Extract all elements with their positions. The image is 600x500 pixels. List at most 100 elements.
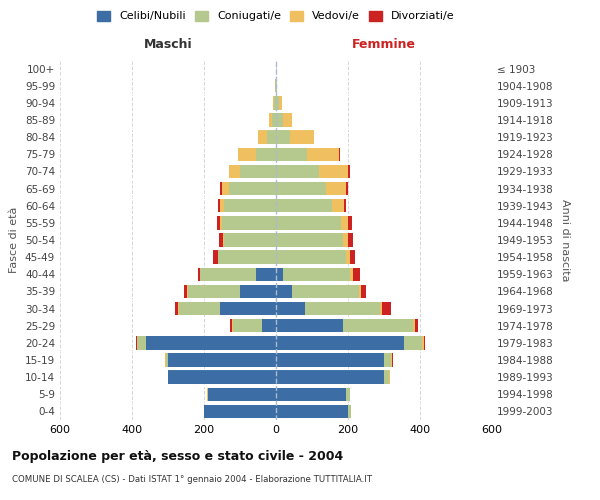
Bar — [222, 182, 229, 196]
Bar — [424, 336, 425, 349]
Bar — [220, 199, 224, 212]
Bar — [269, 114, 272, 126]
Bar — [359, 284, 361, 298]
Bar — [422, 336, 424, 349]
Bar — [229, 182, 276, 196]
Bar — [230, 319, 232, 332]
Bar — [146, 336, 276, 349]
Bar — [292, 284, 359, 298]
Bar — [413, 319, 415, 332]
Text: Femmine: Femmine — [352, 38, 416, 51]
Text: COMUNE DI SCALEA (CS) - Dati ISTAT 1° gennaio 2004 - Elaborazione TUTTITALIA.IT: COMUNE DI SCALEA (CS) - Dati ISTAT 1° ge… — [12, 475, 372, 484]
Bar — [229, 164, 240, 178]
Bar — [275, 79, 276, 92]
Bar — [276, 388, 346, 401]
Bar — [187, 284, 188, 298]
Bar — [283, 114, 292, 126]
Bar — [348, 216, 352, 230]
Bar — [276, 164, 319, 178]
Bar — [279, 96, 282, 110]
Bar — [392, 354, 394, 366]
Bar — [256, 148, 276, 161]
Bar — [276, 370, 384, 384]
Bar — [218, 250, 276, 264]
Bar — [168, 354, 276, 366]
Bar — [348, 404, 351, 418]
Bar — [276, 268, 283, 281]
Legend: Celibi/Nubili, Coniugati/e, Vedovi/e, Divorziati/e: Celibi/Nubili, Coniugati/e, Vedovi/e, Di… — [97, 10, 455, 22]
Y-axis label: Anni di nascita: Anni di nascita — [560, 198, 570, 281]
Bar — [272, 114, 276, 126]
Bar — [344, 199, 346, 212]
Bar — [238, 148, 256, 161]
Bar — [276, 216, 341, 230]
Bar — [188, 284, 240, 298]
Bar — [233, 319, 262, 332]
Bar — [220, 216, 222, 230]
Bar — [339, 148, 340, 161]
Bar — [283, 268, 350, 281]
Bar — [404, 336, 422, 349]
Bar — [258, 130, 267, 144]
Bar — [168, 370, 276, 384]
Bar — [200, 268, 256, 281]
Bar — [256, 268, 276, 281]
Bar — [380, 302, 382, 316]
Bar — [415, 319, 418, 332]
Bar — [224, 199, 276, 212]
Text: Maschi: Maschi — [143, 38, 193, 51]
Bar — [276, 336, 404, 349]
Y-axis label: Fasce di età: Fasce di età — [10, 207, 19, 273]
Bar — [350, 268, 353, 281]
Bar — [274, 96, 276, 110]
Bar — [382, 302, 391, 316]
Bar — [276, 234, 343, 246]
Bar — [346, 388, 350, 401]
Bar — [319, 164, 348, 178]
Bar — [276, 284, 292, 298]
Bar — [276, 96, 279, 110]
Bar — [305, 302, 380, 316]
Bar — [232, 319, 233, 332]
Bar — [214, 250, 218, 264]
Text: Popolazione per età, sesso e stato civile - 2004: Popolazione per età, sesso e stato civil… — [12, 450, 343, 463]
Bar — [224, 234, 276, 246]
Bar — [276, 148, 307, 161]
Bar — [208, 388, 276, 401]
Bar — [217, 216, 220, 230]
Bar — [178, 302, 179, 316]
Bar — [262, 319, 276, 332]
Bar — [184, 284, 187, 298]
Bar — [267, 130, 276, 144]
Bar — [276, 199, 332, 212]
Bar — [240, 284, 276, 298]
Bar — [220, 182, 222, 196]
Bar — [276, 79, 277, 92]
Bar — [341, 216, 348, 230]
Bar — [219, 234, 223, 246]
Bar — [137, 336, 146, 349]
Bar — [343, 319, 413, 332]
Bar — [276, 130, 290, 144]
Bar — [240, 164, 276, 178]
Bar — [276, 182, 326, 196]
Bar — [332, 199, 344, 212]
Bar — [348, 234, 353, 246]
Bar — [204, 404, 276, 418]
Bar — [343, 234, 348, 246]
Bar — [276, 354, 384, 366]
Bar — [384, 354, 391, 366]
Bar — [222, 216, 276, 230]
Bar — [276, 250, 346, 264]
Bar — [273, 96, 274, 110]
Bar — [361, 284, 366, 298]
Bar — [136, 336, 137, 349]
Bar — [175, 302, 178, 316]
Bar — [391, 354, 392, 366]
Bar — [276, 302, 305, 316]
Bar — [290, 130, 314, 144]
Bar — [346, 182, 348, 196]
Bar — [223, 234, 224, 246]
Bar — [307, 148, 339, 161]
Bar — [350, 250, 355, 264]
